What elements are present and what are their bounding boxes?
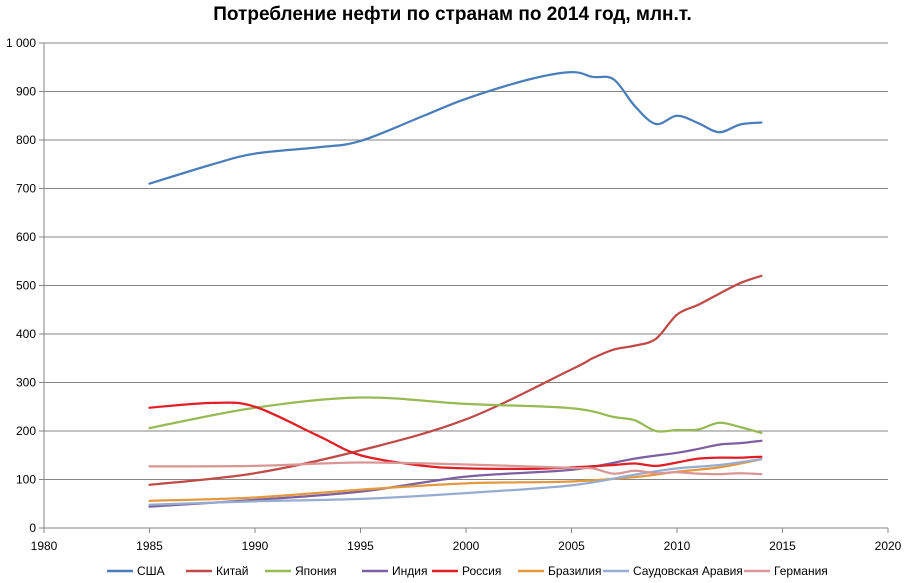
x-tick-label: 2000 <box>453 539 480 553</box>
legend-label-1: США <box>137 564 165 578</box>
y-tick-label: 600 <box>16 230 36 244</box>
y-tick-label: 300 <box>16 376 36 390</box>
x-tick-label: 1980 <box>31 539 58 553</box>
y-tick-label: 1 000 <box>6 36 36 50</box>
grid-layer <box>44 42 888 480</box>
y-tick-label: 200 <box>16 424 36 438</box>
series-line-8 <box>148 461 763 476</box>
legend-label-3: Япония <box>295 564 337 578</box>
y-tick-label: 500 <box>16 279 36 293</box>
x-tick-label: 2015 <box>769 539 796 553</box>
legend-label-7: Саудовская Аравия <box>633 564 743 578</box>
series-line-2 <box>148 274 763 486</box>
legend-label-4: Индия <box>392 564 427 578</box>
series-line-7 <box>148 458 763 506</box>
x-tick-label: 2010 <box>664 539 691 553</box>
x-tick-label: 2020 <box>875 539 902 553</box>
x-tick-label: 1995 <box>347 539 374 553</box>
legend: США Китай Япония Индия Россия Бразилия Саудовс… <box>107 564 828 578</box>
series-layer <box>148 70 763 508</box>
y-tick-label: 900 <box>16 85 36 99</box>
x-tick-label: 2005 <box>558 539 585 553</box>
legend-label-6: Бразилия <box>548 564 602 578</box>
y-tick-label: 100 <box>16 473 36 487</box>
legend-label-8: Германия <box>774 564 828 578</box>
legend-label-2: Китай <box>216 564 248 578</box>
axis-layer: 0 100 200 300 400 500 600 700 800 900 1 000 1980 198… <box>6 36 902 553</box>
y-tick-label: 800 <box>16 133 36 147</box>
x-tick-label: 1990 <box>242 539 269 553</box>
series-line-6 <box>148 458 763 502</box>
legend-label-5: Россия <box>462 564 501 578</box>
y-tick-label: 400 <box>16 327 36 341</box>
series-line-3 <box>148 396 763 435</box>
series-line-5 <box>148 401 763 471</box>
x-tick-label: 1985 <box>136 539 163 553</box>
chart-title: Потребление нефти по странам по 2014 год… <box>213 4 692 25</box>
series-line-1 <box>148 70 763 185</box>
y-tick-label: 700 <box>16 182 36 196</box>
y-tick-label: 0 <box>29 521 36 535</box>
